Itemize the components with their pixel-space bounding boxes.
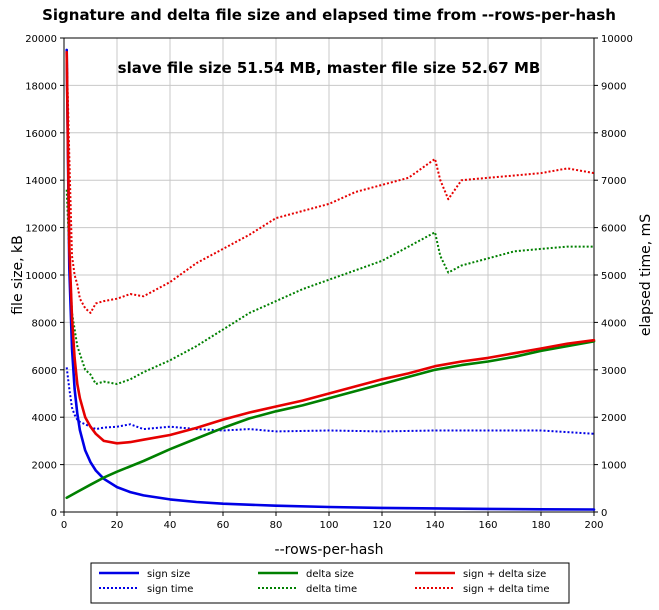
x-tick-label: 80 xyxy=(270,520,283,531)
y-left-tick-label: 2000 xyxy=(32,461,57,472)
y-left-tick-label: 12000 xyxy=(25,224,57,235)
y-left-tick-label: 20000 xyxy=(25,34,57,45)
legend-label-sign-size: sign size xyxy=(147,569,190,580)
series-line-sign-delta-size xyxy=(65,50,596,445)
y-left-tick-label: 4000 xyxy=(32,413,57,424)
y-left-tick-label: 14000 xyxy=(25,176,57,187)
axes-layer: 0 20 40 60 80 100 120 140 160 180 2000200040006000… xyxy=(25,34,633,531)
y-right-tick-label: 8000 xyxy=(601,129,626,140)
y-left-tick-label: 18000 xyxy=(25,81,57,92)
legend: sign size sign time delta size delta time si… xyxy=(90,562,570,604)
series-line-sign-time xyxy=(65,367,595,435)
chart-title: Signature and delta file size and elapse… xyxy=(42,6,616,24)
y-left-tick-label: 0 xyxy=(51,508,57,519)
y-right-tick-label: 2000 xyxy=(601,413,626,424)
legend-label-delta-size: delta size xyxy=(306,569,354,580)
x-tick-label: 120 xyxy=(372,520,391,531)
y-right-tick-label: 1000 xyxy=(601,461,626,472)
chart-subtitle: slave file size 51.54 MB, master file si… xyxy=(118,59,541,77)
x-axis-label: --rows-per-hash xyxy=(275,542,384,558)
series-line-delta-size xyxy=(65,340,596,500)
x-tick-label: 40 xyxy=(164,520,177,531)
series-line-sign-size xyxy=(65,48,596,511)
series-line-sign-delta-time xyxy=(65,52,595,314)
y-right-tick-label: 4000 xyxy=(601,318,626,329)
y-right-tick-label: 0 xyxy=(601,508,607,519)
y-left-tick-label: 16000 xyxy=(25,129,57,140)
legend-label-delta-time: delta time xyxy=(306,584,357,595)
y-right-tick-label: 10000 xyxy=(601,34,633,45)
y-left-tick-label: 6000 xyxy=(32,366,57,377)
x-tick-label: 0 xyxy=(61,520,67,531)
series-layer xyxy=(65,48,596,511)
y-right-tick-label: 7000 xyxy=(601,176,626,187)
legend-label-sign-delta-size: sign + delta size xyxy=(463,569,546,580)
x-tick-label: 180 xyxy=(531,520,550,531)
x-tick-label: 140 xyxy=(425,520,444,531)
y-left-tick-label: 10000 xyxy=(25,271,57,282)
legend-label-sign-delta-time: sign + delta time xyxy=(463,584,550,595)
y-right-tick-label: 9000 xyxy=(601,81,626,92)
y-right-tick-label: 6000 xyxy=(601,224,626,235)
x-tick-label: 20 xyxy=(111,520,124,531)
x-tick-label: 160 xyxy=(478,520,497,531)
y-right-tick-label: 3000 xyxy=(601,366,626,377)
legend-label-sign-time: sign time xyxy=(147,584,193,595)
legend-box xyxy=(90,562,570,604)
x-tick-label: 200 xyxy=(584,520,603,531)
y-right-tick-label: 5000 xyxy=(601,271,626,282)
x-tick-label: 60 xyxy=(217,520,230,531)
y-left-tick-label: 8000 xyxy=(32,318,57,329)
y-axis-left-label: file size, kB xyxy=(10,235,26,315)
y-axis-right-label: elapsed time, mS xyxy=(638,214,654,336)
series-line-delta-time xyxy=(65,189,594,385)
x-tick-label: 100 xyxy=(319,520,338,531)
